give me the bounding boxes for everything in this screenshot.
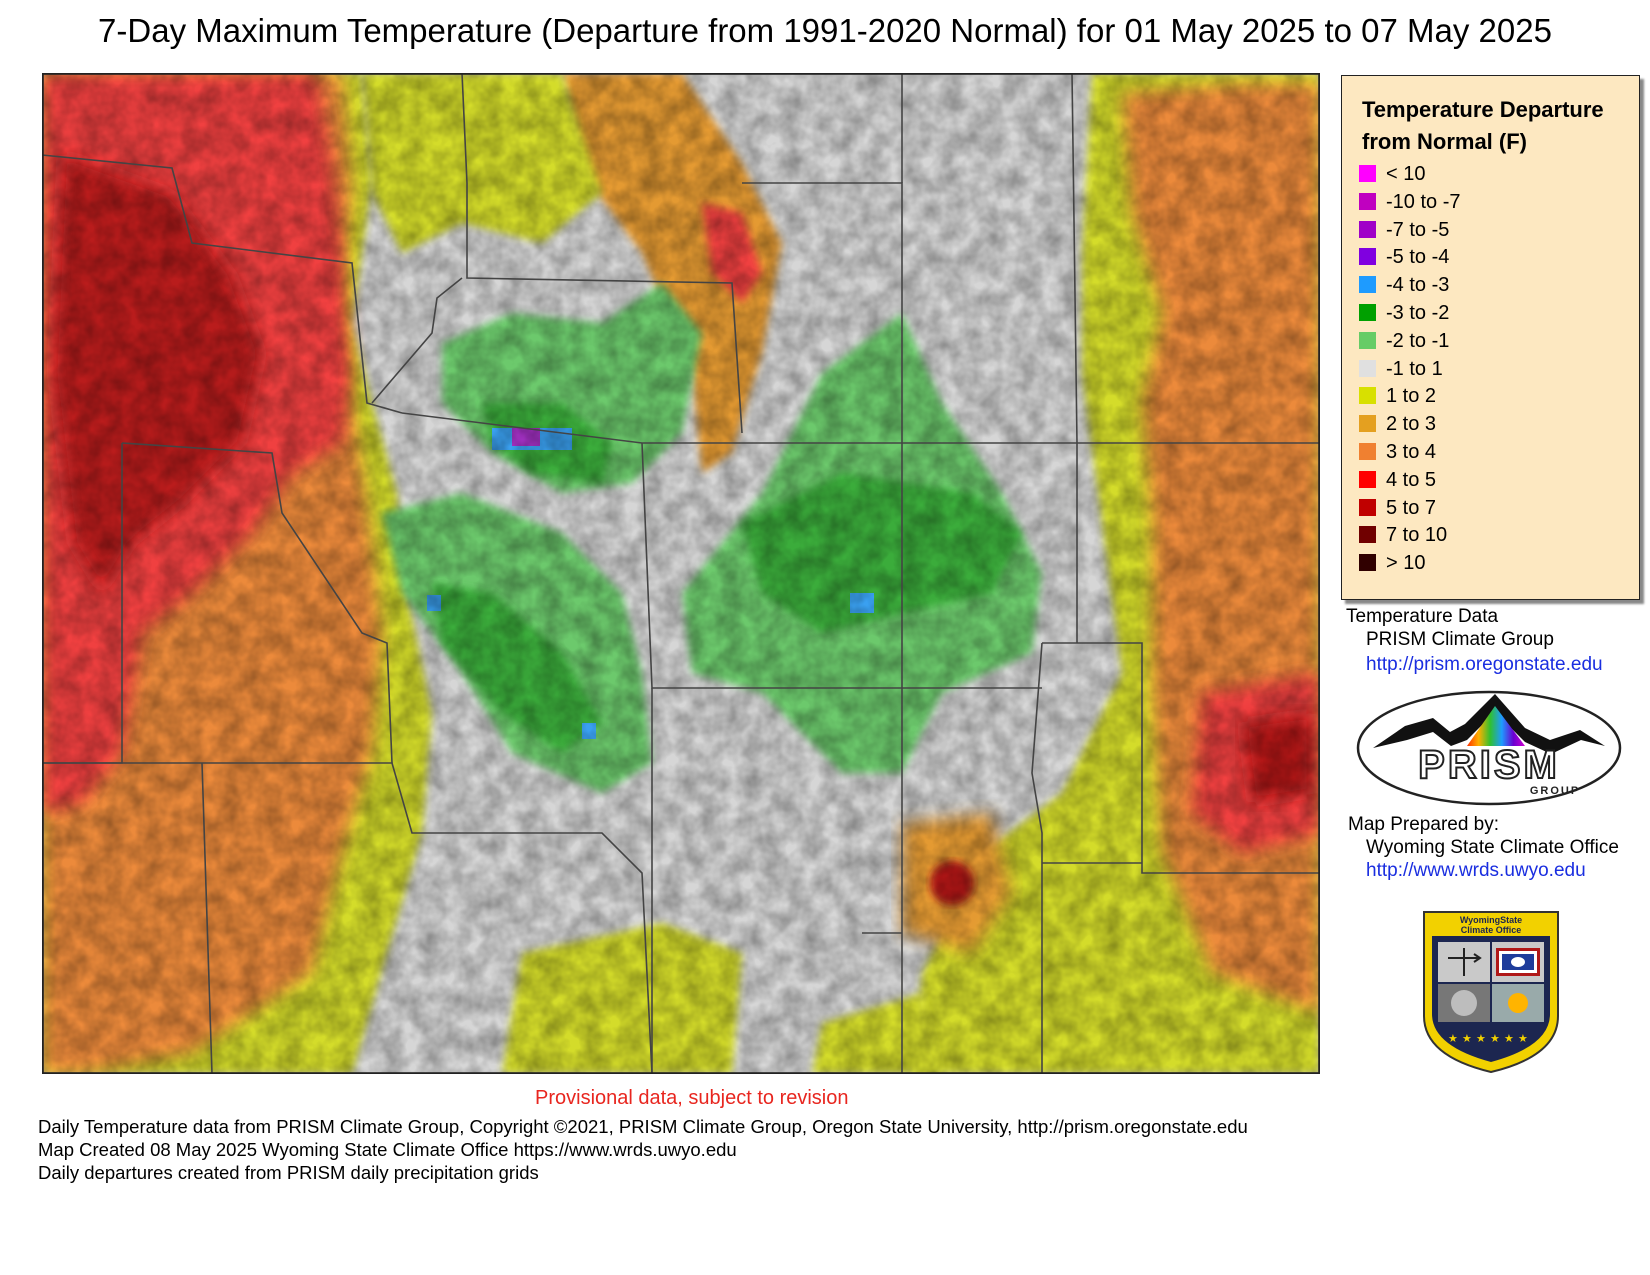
prism-link[interactable]: http://prism.oregonstate.edu bbox=[1366, 654, 1603, 675]
legend-item: > 10 bbox=[1359, 550, 1629, 576]
legend-label: -4 to -3 bbox=[1386, 274, 1450, 297]
footer-line-2: Map Created 08 May 2025 Wyoming State Cl… bbox=[38, 1139, 737, 1160]
legend-swatch bbox=[1359, 359, 1376, 377]
legend-item: 4 to 5 bbox=[1359, 467, 1629, 493]
svg-text:★: ★ bbox=[1476, 1032, 1486, 1045]
wyoming-climate-office-badge: WyomingState Climate Office ★ ★ ★ ★ ★ ★ bbox=[1423, 911, 1559, 1074]
legend-label: > 10 bbox=[1386, 552, 1426, 575]
county-boundaries bbox=[42, 73, 1320, 1074]
legend-swatch bbox=[1359, 443, 1376, 460]
legend-item: -5 to -4 bbox=[1359, 244, 1629, 270]
legend-swatch bbox=[1359, 331, 1376, 349]
legend-swatch bbox=[1359, 554, 1376, 572]
prism-logo: PRISM GROUP bbox=[1356, 690, 1622, 806]
legend-item: 5 to 7 bbox=[1359, 495, 1629, 521]
legend-item: 1 to 2 bbox=[1359, 383, 1629, 409]
legend-label: -1 to 1 bbox=[1386, 357, 1443, 380]
hillshade-texture bbox=[42, 73, 1320, 1074]
legend-item: -7 to -5 bbox=[1359, 217, 1629, 243]
legend-label: 2 to 3 bbox=[1386, 413, 1437, 436]
legend-swatch bbox=[1359, 470, 1376, 488]
legend-label: 4 to 5 bbox=[1386, 468, 1437, 491]
data-credit-org: PRISM Climate Group bbox=[1366, 629, 1554, 650]
legend-item: 7 to 10 bbox=[1359, 522, 1629, 548]
svg-text:★: ★ bbox=[1490, 1032, 1500, 1045]
legend-title: Temperature Departure from Normal (F) bbox=[1362, 97, 1604, 154]
legend-item: -3 to -2 bbox=[1359, 300, 1629, 326]
legend-label: -5 to -4 bbox=[1386, 246, 1450, 269]
legend-item: -10 to -7 bbox=[1359, 189, 1629, 215]
badge-line1: WyomingState bbox=[1460, 915, 1522, 925]
svg-text:★: ★ bbox=[1462, 1032, 1472, 1045]
legend-label: < 10 bbox=[1386, 163, 1426, 185]
svg-text:★: ★ bbox=[1518, 1032, 1528, 1045]
legend-swatch bbox=[1359, 526, 1376, 544]
legend-item: 3 to 4 bbox=[1359, 439, 1629, 465]
legend-swatch bbox=[1359, 498, 1376, 516]
legend-item: -1 to 1 bbox=[1359, 356, 1629, 382]
legend-swatch bbox=[1359, 415, 1376, 433]
legend-label: -7 to -5 bbox=[1386, 218, 1450, 241]
legend-label: 5 to 7 bbox=[1386, 496, 1437, 519]
wrds-link[interactable]: http://www.wrds.uwyo.edu bbox=[1366, 860, 1586, 881]
badge-line2: Climate Office bbox=[1461, 925, 1522, 935]
prepared-org: Wyoming State Climate Office bbox=[1366, 837, 1619, 858]
legend-swatch bbox=[1359, 165, 1376, 182]
legend-label: -3 to -2 bbox=[1386, 302, 1450, 324]
svg-text:★: ★ bbox=[1504, 1032, 1514, 1045]
legend-item: < 10 bbox=[1359, 161, 1629, 187]
legend-item: 2 to 3 bbox=[1359, 411, 1629, 437]
state-border bbox=[42, 73, 1320, 1074]
temperature-departure-map bbox=[42, 73, 1320, 1074]
legend-swatch bbox=[1359, 276, 1376, 294]
stars-icon: ★ ★ ★ ★ ★ ★ bbox=[1448, 1032, 1528, 1045]
svg-text:★: ★ bbox=[1448, 1032, 1458, 1045]
prism-logo-word: PRISM bbox=[1418, 743, 1560, 787]
data-credit-heading: Temperature Data bbox=[1346, 606, 1499, 627]
legend-label: 7 to 10 bbox=[1386, 524, 1448, 547]
legend-swatch bbox=[1359, 192, 1376, 210]
map-title: 7-Day Maximum Temperature (Departure fro… bbox=[98, 12, 1552, 49]
legend-swatch bbox=[1359, 304, 1376, 321]
legend-swatch bbox=[1359, 248, 1376, 266]
footer-line-1: Daily Temperature data from PRISM Climat… bbox=[38, 1116, 1248, 1137]
prepared-heading: Map Prepared by: bbox=[1348, 814, 1500, 835]
legend: Temperature Departure from Normal (F) < … bbox=[1341, 75, 1640, 600]
provisional-note: Provisional data, subject to revision bbox=[535, 1087, 849, 1109]
legend-swatch bbox=[1359, 387, 1376, 405]
legend-label: -2 to -1 bbox=[1386, 329, 1450, 352]
legend-item: -4 to -3 bbox=[1359, 272, 1629, 298]
legend-label: 3 to 4 bbox=[1386, 441, 1437, 463]
legend-label: 1 to 2 bbox=[1386, 385, 1437, 408]
footer-line-3: Daily departures created from PRISM dail… bbox=[38, 1162, 539, 1183]
prism-logo-sub: GROUP bbox=[1530, 785, 1580, 797]
legend-swatch bbox=[1359, 220, 1376, 238]
legend-item: -2 to -1 bbox=[1359, 328, 1629, 354]
legend-label: -10 to -7 bbox=[1386, 190, 1461, 213]
